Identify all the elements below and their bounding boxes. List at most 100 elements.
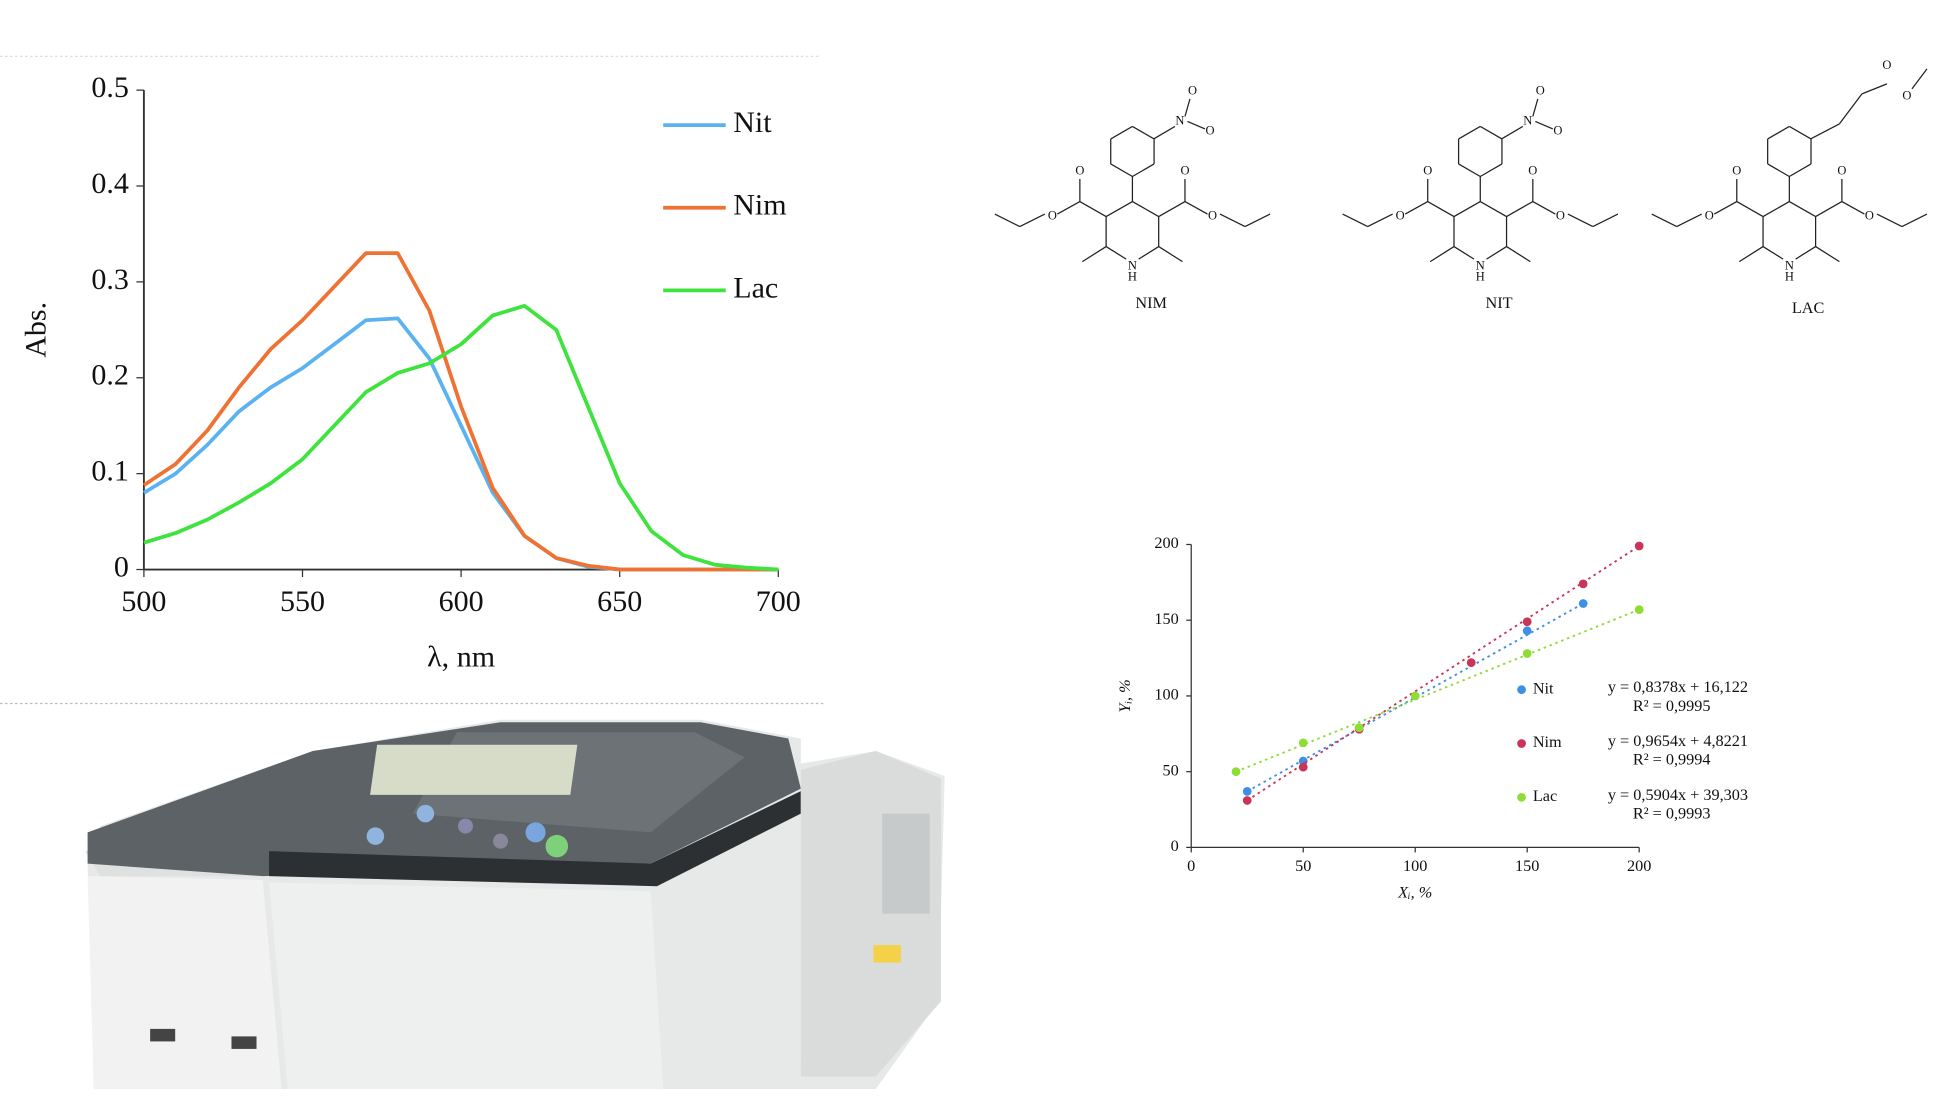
y-tick-label: 0 bbox=[1171, 837, 1179, 855]
bond bbox=[1184, 200, 1208, 215]
atom-label: O bbox=[1396, 208, 1405, 222]
data-point bbox=[1466, 658, 1476, 668]
bond bbox=[1158, 200, 1186, 218]
bond bbox=[1427, 200, 1455, 218]
bond bbox=[1810, 123, 1840, 140]
bond bbox=[1567, 213, 1594, 228]
bond bbox=[1453, 200, 1481, 218]
atom-label: N bbox=[1785, 258, 1794, 272]
bond bbox=[1911, 68, 1928, 90]
bond bbox=[1676, 213, 1703, 228]
compound-name: NIM bbox=[1135, 294, 1167, 312]
bond bbox=[1153, 125, 1176, 140]
bond bbox=[1429, 246, 1455, 263]
bond bbox=[1762, 200, 1790, 218]
bond bbox=[1486, 246, 1507, 260]
legend-label: Lac bbox=[1533, 787, 1557, 805]
atom-label: N bbox=[1128, 258, 1137, 272]
atom-label: O bbox=[1732, 163, 1741, 177]
data-point bbox=[1242, 796, 1252, 805]
atom-label: O bbox=[1865, 208, 1874, 222]
data-point bbox=[1231, 767, 1241, 777]
legend-label: Nit bbox=[733, 106, 772, 139]
atom-label: O bbox=[1882, 58, 1891, 72]
atom-label: O bbox=[1048, 208, 1057, 222]
bond bbox=[1506, 246, 1531, 263]
legend-label: Nim bbox=[733, 189, 786, 222]
y-tick-label: 100 bbox=[1154, 686, 1178, 704]
x-tick-label: 650 bbox=[597, 585, 642, 618]
equation: y = 0,8378x + 16,122 bbox=[1608, 678, 1748, 696]
y-tick-label: 200 bbox=[1154, 534, 1178, 552]
atom-label: O bbox=[1902, 88, 1911, 102]
equation: y = 0,9654x + 4,8221 bbox=[1608, 732, 1748, 750]
x-axis-label: λ, nm bbox=[427, 641, 495, 674]
atom-label: H bbox=[1785, 270, 1794, 284]
data-point bbox=[1634, 605, 1644, 614]
bond bbox=[1841, 200, 1865, 215]
y-axis-label: Abs. bbox=[20, 302, 53, 358]
atom-label: O bbox=[1208, 208, 1217, 222]
bond bbox=[1458, 163, 1481, 178]
x-axis-label: Xᵢ, % bbox=[1397, 883, 1432, 901]
data-point bbox=[1634, 541, 1644, 551]
data-point bbox=[1298, 762, 1308, 772]
bond bbox=[1219, 213, 1246, 228]
compound-name: NIT bbox=[1486, 294, 1513, 312]
bond bbox=[1132, 200, 1160, 218]
bond bbox=[1532, 98, 1539, 117]
data-point bbox=[1522, 617, 1532, 627]
atom-label: N bbox=[1523, 113, 1532, 127]
bond bbox=[1453, 246, 1475, 260]
data-point bbox=[1354, 723, 1364, 733]
y-tick-label: 50 bbox=[1162, 761, 1178, 779]
legend-marker bbox=[1517, 685, 1526, 695]
r-squared: R² = 0,9994 bbox=[1633, 751, 1711, 769]
molecule: NH O O O O O O bbox=[1651, 58, 1928, 284]
legend-label: Lac bbox=[733, 271, 778, 304]
y-tick-label: 0.4 bbox=[91, 167, 129, 200]
bond bbox=[1532, 200, 1556, 215]
bond bbox=[1132, 125, 1155, 140]
instrument-photo bbox=[82, 717, 949, 1109]
bond bbox=[1789, 200, 1816, 218]
y-tick-label: 0.1 bbox=[91, 455, 129, 488]
bond bbox=[1187, 120, 1206, 130]
bond bbox=[1479, 125, 1503, 140]
y-tick-label: 0.3 bbox=[91, 263, 129, 296]
bond bbox=[1838, 93, 1863, 125]
atom-label: H bbox=[1476, 270, 1485, 284]
bond bbox=[1876, 213, 1903, 228]
atom-label: H bbox=[1128, 270, 1137, 284]
bond bbox=[1110, 125, 1133, 140]
compound-name: LAC bbox=[1792, 299, 1824, 317]
bond bbox=[1713, 200, 1738, 215]
x-tick-label: 50 bbox=[1295, 857, 1311, 875]
data-point bbox=[1242, 786, 1252, 796]
y-tick-label: 0.2 bbox=[91, 359, 129, 392]
data-point bbox=[1522, 626, 1532, 636]
bond bbox=[1479, 163, 1503, 178]
atom-label: O bbox=[1188, 83, 1197, 97]
bond bbox=[1861, 83, 1888, 95]
bond bbox=[1815, 246, 1840, 263]
bond bbox=[1019, 213, 1046, 228]
y-tick-label: 0.5 bbox=[91, 71, 129, 104]
bond bbox=[1501, 125, 1524, 140]
data-point bbox=[1578, 599, 1588, 608]
x-tick-label: 0 bbox=[1187, 857, 1195, 875]
atom-label: N bbox=[1175, 113, 1184, 127]
bond bbox=[1110, 163, 1133, 178]
r-squared: R² = 0,9993 bbox=[1633, 805, 1711, 823]
series-line bbox=[142, 316, 779, 572]
legend-label: Nim bbox=[1533, 733, 1562, 751]
legend-label: Nit bbox=[1533, 679, 1554, 697]
bond bbox=[1795, 246, 1816, 260]
bond bbox=[1535, 120, 1554, 130]
bond bbox=[1404, 200, 1429, 215]
data-point bbox=[1578, 579, 1588, 589]
bond bbox=[1479, 200, 1507, 218]
atom-label: O bbox=[1075, 163, 1084, 177]
atom-label: O bbox=[1180, 163, 1189, 177]
